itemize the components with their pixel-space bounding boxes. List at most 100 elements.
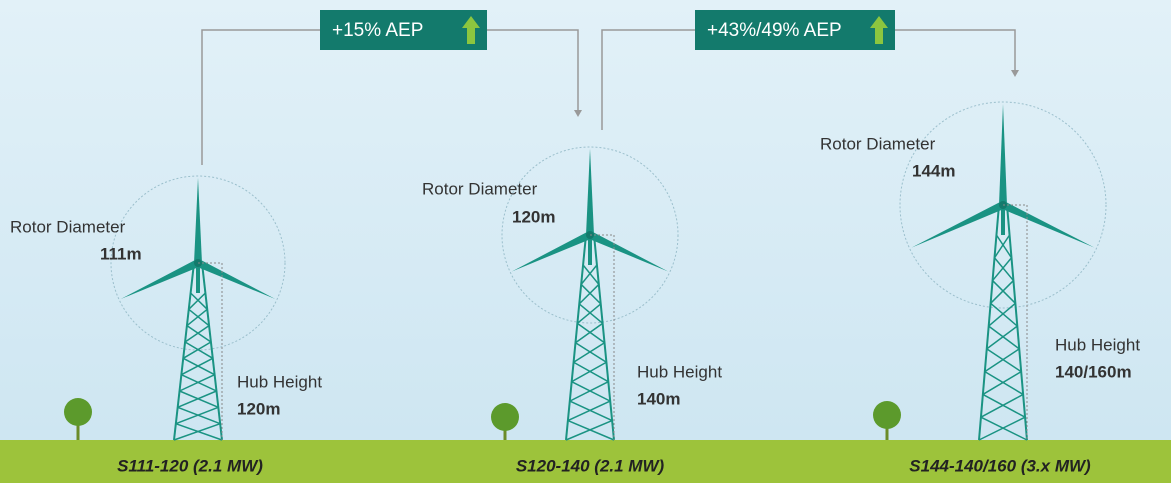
tower-brace — [571, 361, 607, 383]
tower-brace — [984, 371, 1024, 396]
up-arrow — [462, 16, 480, 44]
tower-brace — [569, 400, 613, 422]
tower-brace — [182, 357, 215, 376]
tower-leg — [1006, 204, 1028, 441]
hub-label: Hub Height — [1055, 335, 1140, 354]
tower-brace — [177, 390, 217, 409]
tower-brace — [181, 373, 217, 392]
tower-brace — [184, 325, 210, 343]
gain-box — [320, 10, 487, 50]
tower-brace — [576, 303, 602, 324]
tower-brace — [991, 257, 1013, 282]
tower-leg — [201, 262, 223, 441]
tower-brace — [988, 325, 1020, 350]
tower-brace — [980, 416, 1028, 441]
diagram: Rotor Diameter 111m Hub Height 120m S111-120… — [10, 10, 1140, 475]
blade — [1001, 201, 1095, 248]
tower-brace — [181, 357, 214, 376]
tower-brace — [569, 380, 609, 402]
tower-brace — [580, 283, 602, 305]
gain-label: +43%/49% AEP — [707, 20, 842, 41]
rotor-label: Rotor Diameter — [422, 179, 538, 198]
rotor-value: 144m — [912, 161, 955, 180]
tower-brace — [188, 308, 210, 327]
tower-brace — [173, 422, 221, 441]
tower-leg — [565, 234, 587, 441]
rotor-circle — [501, 146, 679, 324]
arrowhead — [574, 110, 582, 117]
blade — [511, 231, 592, 272]
tower-brace — [982, 393, 1026, 418]
tower-brace — [986, 348, 1022, 373]
blade — [196, 259, 276, 300]
rotor-label: Rotor Diameter — [10, 217, 126, 236]
rotor-value: 111m — [100, 244, 142, 263]
tower-leg — [978, 204, 1000, 441]
turbine: Rotor Diameter 144m Hub Height 140/160m S144… — [820, 101, 1140, 475]
tower-brace — [993, 257, 1015, 282]
tower-brace — [186, 325, 212, 343]
blade — [194, 177, 202, 263]
tower-brace — [995, 234, 1013, 259]
tower-brace — [988, 302, 1016, 327]
gain-arrow: +43%/49% AEP — [601, 10, 1019, 130]
tree — [491, 403, 519, 431]
tower-brace — [190, 292, 208, 310]
tower-brace — [567, 400, 611, 422]
hub-value: 140m — [637, 389, 680, 408]
tower-brace — [575, 322, 604, 344]
tower-brace — [986, 325, 1018, 350]
tower-brace — [179, 373, 215, 392]
tower-leg — [173, 262, 195, 441]
blade — [586, 148, 594, 235]
model-label: S144-140/160 (3.x MW) — [909, 456, 1091, 475]
tower-brace — [175, 406, 219, 425]
blade — [120, 259, 200, 300]
tower-brace — [992, 280, 1016, 304]
tower-leg — [593, 234, 615, 441]
blade — [588, 231, 669, 272]
tower-brace — [982, 371, 1022, 396]
gain-arrow: +15% AEP — [201, 10, 582, 165]
hub-label: Hub Height — [637, 362, 722, 381]
blade — [911, 201, 1005, 248]
model-label: S111-120 (2.1 MW) — [117, 456, 263, 475]
tower-brace — [984, 348, 1020, 373]
tower-brace — [575, 342, 607, 363]
hub-value: 140/160m — [1055, 362, 1132, 381]
turbine: Rotor Diameter 111m Hub Height 120m S111-120… — [10, 175, 322, 475]
tower-brace — [580, 264, 598, 285]
hub-label: Hub Height — [237, 372, 322, 391]
rotor-label: Rotor Diameter — [820, 134, 936, 153]
blade — [999, 104, 1007, 205]
gain-box — [695, 10, 895, 50]
tower-brace — [565, 419, 613, 441]
tree — [64, 398, 92, 426]
gain-label: +15% AEP — [332, 20, 423, 41]
rotor-value: 120m — [512, 207, 555, 226]
tower-brace — [573, 342, 605, 363]
tower-brace — [186, 308, 208, 327]
tower-brace — [993, 234, 1011, 259]
tree — [873, 401, 901, 429]
tower-brace — [980, 393, 1024, 418]
tower-brace — [571, 380, 611, 402]
hub-value: 120m — [237, 399, 280, 418]
rotor-circle — [899, 101, 1107, 309]
ground — [0, 440, 1171, 483]
tower-brace — [990, 280, 1014, 304]
up-arrow — [870, 16, 888, 44]
tower-brace — [182, 341, 212, 359]
tower-brace — [978, 416, 1026, 441]
tower-brace — [582, 264, 600, 285]
model-label: S120-140 (2.1 MW) — [516, 456, 665, 475]
tower-brace — [576, 322, 605, 344]
tower-brace — [990, 302, 1018, 327]
tower-brace — [578, 283, 600, 305]
tower-brace — [578, 303, 604, 324]
arrowhead — [1011, 70, 1019, 77]
tower-brace — [573, 361, 609, 383]
turbine: Rotor Diameter 120m Hub Height 140m S120-140… — [422, 146, 722, 475]
tower-brace — [188, 292, 206, 310]
